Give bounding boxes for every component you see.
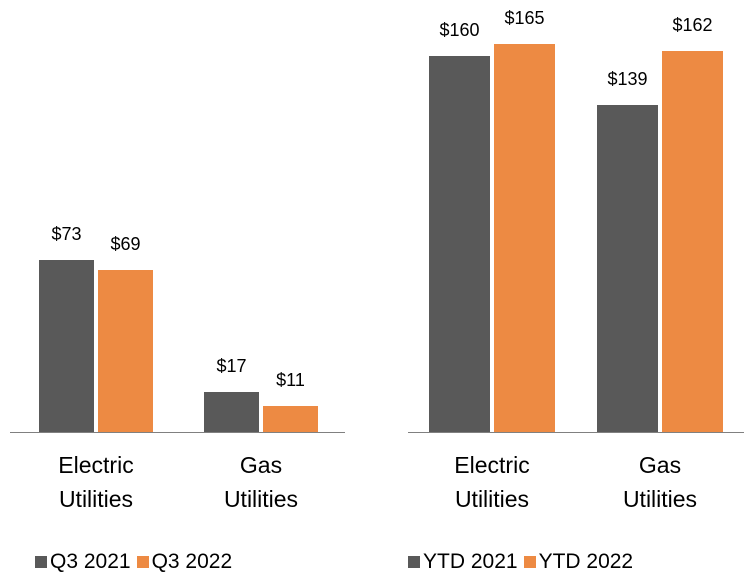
data-label: $165 — [504, 8, 545, 29]
bar — [429, 56, 490, 432]
data-label: $11 — [276, 370, 305, 391]
bar — [39, 260, 94, 432]
bar — [597, 105, 658, 432]
x-tick-label: Electric Utilities — [454, 452, 530, 512]
data-label: $73 — [51, 224, 82, 245]
data-label: $160 — [439, 20, 480, 40]
axis-line — [10, 432, 345, 433]
legend-label: Q3 2022 — [151, 550, 233, 573]
legend-label: Q3 2021 — [50, 550, 131, 573]
data-label: $69 — [110, 233, 141, 254]
x-tick-label: Gas Utilities — [622, 452, 698, 512]
bar — [662, 51, 723, 432]
legend: YTD 2021 YTD 2022 — [408, 550, 639, 574]
bar — [204, 392, 259, 432]
bar — [263, 406, 318, 432]
bar — [98, 269, 153, 432]
x-tick-label: Gas Utilities — [223, 452, 299, 512]
legend-swatch — [523, 556, 536, 568]
axis-line — [408, 432, 744, 433]
legend: Q3 2021 Q3 2022 — [35, 550, 238, 574]
data-label: $162 — [672, 15, 713, 36]
legend-label: YTD 2021 — [423, 550, 518, 573]
legend-label: YTD 2022 — [538, 550, 634, 573]
legend-swatch — [136, 556, 149, 568]
legend-swatch — [35, 556, 47, 568]
legend-swatch — [408, 556, 420, 568]
data-label: $17 — [216, 356, 247, 377]
x-tick-label: Electric Utilities — [58, 452, 134, 512]
data-label: $139 — [607, 69, 648, 90]
bar — [494, 44, 555, 432]
